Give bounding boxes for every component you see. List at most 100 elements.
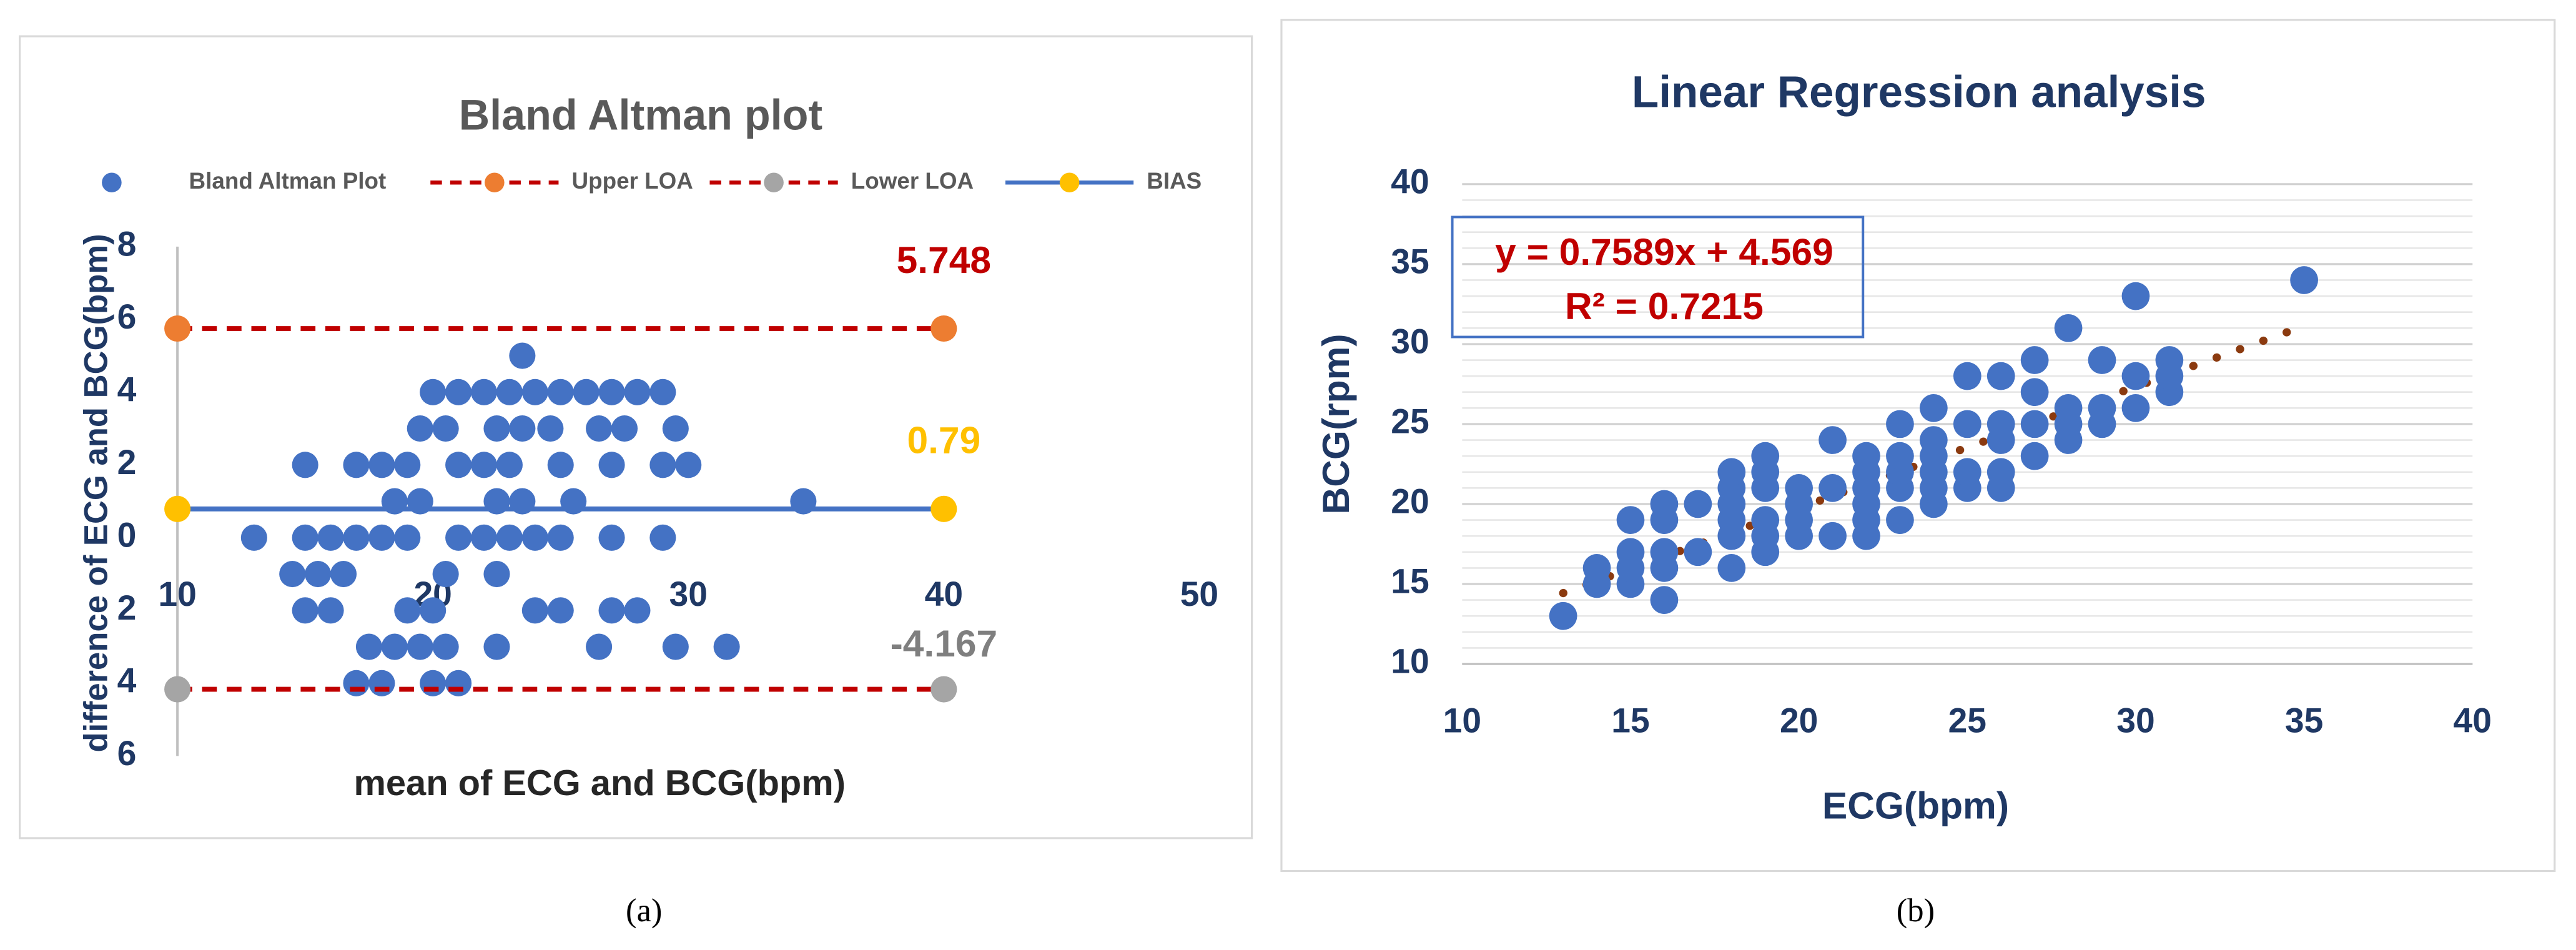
x-tick-label: 35 xyxy=(2285,701,2323,740)
point xyxy=(317,524,344,551)
y-tick-label: 15 xyxy=(1391,562,1429,601)
point xyxy=(483,415,510,442)
y-axis-label: BCG(rpm) xyxy=(1315,334,1357,514)
point xyxy=(1650,490,1679,518)
y-tick-label: 30 xyxy=(1391,322,1429,361)
point xyxy=(649,524,676,551)
point xyxy=(2054,314,2083,342)
point xyxy=(521,597,548,624)
point xyxy=(381,633,408,660)
point xyxy=(445,524,472,551)
point xyxy=(521,379,548,405)
equation-box xyxy=(1451,215,1865,339)
x-tick-label: 40 xyxy=(925,575,963,613)
point xyxy=(355,633,382,660)
x-tick-label: 30 xyxy=(2116,701,2154,740)
point xyxy=(2155,346,2184,374)
y-tick-label: 4 xyxy=(117,370,137,408)
point xyxy=(1920,393,1948,422)
point xyxy=(598,597,625,624)
point xyxy=(547,524,574,551)
point xyxy=(432,415,459,442)
point xyxy=(330,561,357,588)
point xyxy=(1953,362,1981,390)
point xyxy=(432,633,459,660)
point xyxy=(573,379,600,405)
panel-a-frame xyxy=(18,35,1253,839)
point xyxy=(420,670,447,696)
caption: (a) xyxy=(626,893,662,929)
point xyxy=(368,452,395,478)
y-tick-label: 2 xyxy=(117,588,137,627)
data-label: 0.79 xyxy=(907,419,980,462)
point xyxy=(1986,410,2015,438)
x-tick-label: 40 xyxy=(2454,701,2492,740)
point xyxy=(368,670,395,696)
point xyxy=(649,452,676,478)
point xyxy=(2020,442,2049,470)
point xyxy=(483,633,510,660)
point xyxy=(624,597,651,624)
point xyxy=(343,670,370,696)
caption: (b) xyxy=(1897,893,1935,929)
data-label: 5.748 xyxy=(897,239,991,281)
point xyxy=(675,452,702,478)
point xyxy=(394,524,421,551)
line-marker xyxy=(164,315,191,342)
point xyxy=(394,452,421,478)
x-axis-label: ECG(bpm) xyxy=(1822,784,2009,827)
point xyxy=(2020,410,2049,438)
x-tick-label: 25 xyxy=(1948,701,1986,740)
y-tick-label: 10 xyxy=(1391,642,1429,681)
point xyxy=(407,633,433,660)
point xyxy=(2088,393,2116,422)
point xyxy=(305,561,332,588)
y-axis-label: difference of ECG and BCG(bpm) xyxy=(78,234,115,752)
legend-label: BIAS xyxy=(1147,168,1202,194)
point xyxy=(368,524,395,551)
point xyxy=(598,524,625,551)
point xyxy=(1751,442,1780,470)
chart-title: Bland Altman plot xyxy=(459,92,822,139)
point xyxy=(292,524,318,551)
x-tick-label: 30 xyxy=(669,575,708,613)
point xyxy=(445,452,472,478)
point xyxy=(292,597,318,624)
point xyxy=(470,379,498,405)
x-tick-label: 20 xyxy=(1780,701,1818,740)
point xyxy=(2088,346,2116,374)
point xyxy=(1818,426,1847,454)
point xyxy=(1886,506,1914,534)
point xyxy=(1684,538,1712,567)
point xyxy=(1886,442,1914,470)
point xyxy=(470,524,498,551)
y-tick-label: 20 xyxy=(1391,482,1429,521)
x-tick-label: 10 xyxy=(1443,701,1481,740)
point xyxy=(1953,410,1981,438)
point xyxy=(407,415,433,442)
point xyxy=(537,415,564,442)
x-tick-label: 10 xyxy=(158,575,196,613)
point xyxy=(240,524,267,551)
point xyxy=(1717,458,1746,487)
y-tick-label: 4 xyxy=(117,661,137,700)
point xyxy=(1886,410,1914,438)
y-tick-label: 0 xyxy=(117,515,137,554)
point xyxy=(624,379,651,405)
point xyxy=(713,633,740,660)
y-tick-label: 6 xyxy=(117,297,137,336)
x-tick-label: 15 xyxy=(1611,701,1649,740)
point xyxy=(1986,362,2015,390)
line-marker xyxy=(930,676,957,703)
equation: y = 0.7589x + 4.569 xyxy=(1495,230,1833,273)
legend-marker xyxy=(764,172,784,193)
line-marker xyxy=(930,495,957,522)
point xyxy=(1616,538,1645,567)
x-axis-label: mean of ECG and BCG(bpm) xyxy=(353,763,846,803)
data-label: -4.167 xyxy=(891,622,998,665)
point xyxy=(2054,393,2083,422)
point xyxy=(1582,554,1611,582)
point xyxy=(420,597,447,624)
point xyxy=(445,670,472,696)
